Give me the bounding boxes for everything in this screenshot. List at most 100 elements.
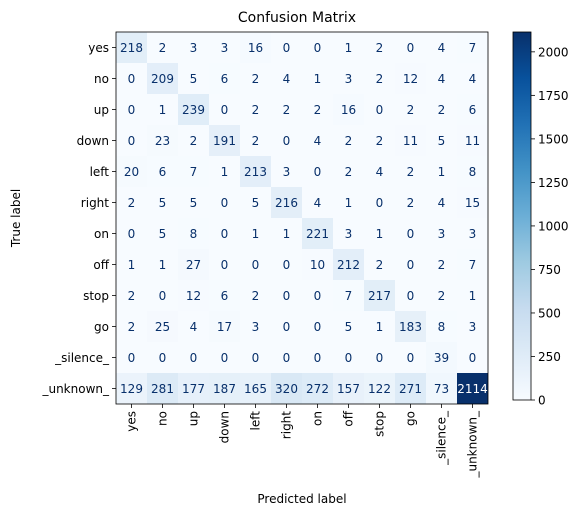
heatmap-cell — [116, 94, 147, 125]
cell-value-label: 8 — [190, 227, 198, 241]
cell-value-label: 1 — [252, 227, 260, 241]
cell-value-label: 3 — [438, 227, 446, 241]
heatmap-cell — [302, 63, 333, 94]
heatmap-cell — [333, 63, 364, 94]
heatmap-cell — [426, 187, 457, 218]
heatmap-cell — [395, 373, 426, 404]
heatmap-cell — [395, 156, 426, 187]
colorbar-tick-label: 1000 — [538, 219, 569, 233]
cell-value-label: 2 — [345, 165, 353, 179]
cell-value-label: 6 — [159, 165, 167, 179]
x-tick-label: yes — [125, 411, 139, 432]
cell-value-label: 165 — [244, 382, 267, 396]
cell-value-label: 2 — [252, 289, 260, 303]
heatmap-cell — [116, 342, 147, 373]
heatmap-cell — [426, 125, 457, 156]
heatmap-cell — [178, 94, 209, 125]
heatmap-cell — [395, 32, 426, 63]
heatmap-cell — [457, 249, 488, 280]
cell-value-label: 23 — [155, 134, 170, 148]
cell-value-label: 25 — [155, 320, 170, 334]
cell-value-label: 0 — [283, 320, 291, 334]
cell-value-label: 4 — [283, 72, 291, 86]
heatmap-cell — [178, 63, 209, 94]
x-tick-label: go — [404, 411, 418, 426]
heatmap-cell — [333, 249, 364, 280]
cell-value-label: 4 — [438, 196, 446, 210]
cell-value-label: 7 — [469, 41, 477, 55]
cell-value-label: 1 — [376, 227, 384, 241]
cell-value-label: 16 — [248, 41, 263, 55]
heatmap-cell — [240, 373, 271, 404]
cell-value-label: 122 — [368, 382, 391, 396]
cell-value-label: 0 — [407, 258, 415, 272]
cell-value-label: 3 — [190, 41, 198, 55]
cell-value-label: 2 — [252, 72, 260, 86]
heatmap-cell — [147, 156, 178, 187]
heatmap-cell — [457, 280, 488, 311]
cell-value-label: 1 — [221, 165, 229, 179]
cell-value-label: 221 — [306, 227, 329, 241]
cell-value-label: 0 — [221, 351, 229, 365]
heatmap-cell — [333, 187, 364, 218]
cell-value-label: 0 — [159, 289, 167, 303]
cell-value-label: 1 — [159, 258, 167, 272]
cell-value-label: 6 — [221, 72, 229, 86]
heatmap-cell-labels: 218 2 3 3 16 0 0 1 2 0 4 70 209 5 6 2 4 1 3 2 12 4 40 1 239 0 2 2 2 1… — [120, 41, 488, 396]
colorbar-tick-label: 1500 — [538, 132, 569, 146]
heatmap-cell — [116, 63, 147, 94]
heatmap-cell — [271, 249, 302, 280]
cell-value-label: 1 — [159, 103, 167, 117]
heatmap-cell — [426, 311, 457, 342]
x-tick-label: down — [218, 411, 232, 443]
heatmap-cell — [271, 63, 302, 94]
heatmap-cell — [240, 125, 271, 156]
cell-value-label: 11 — [403, 134, 418, 148]
cell-value-label: 213 — [244, 165, 267, 179]
heatmap-cell — [333, 342, 364, 373]
heatmap-cell — [457, 156, 488, 187]
cell-value-label: 0 — [283, 134, 291, 148]
heatmap-cell — [364, 187, 395, 218]
y-tick-label: up — [94, 103, 109, 117]
heatmap-cell — [209, 342, 240, 373]
heatmap-cell — [364, 311, 395, 342]
heatmap-cell — [364, 218, 395, 249]
cell-value-label: 2 — [128, 320, 136, 334]
cell-value-label: 0 — [128, 72, 136, 86]
heatmap-cell — [333, 32, 364, 63]
cell-value-label: 157 — [337, 382, 360, 396]
cell-value-label: 73 — [434, 382, 449, 396]
heatmap-cell — [364, 94, 395, 125]
heatmap-cell — [147, 125, 178, 156]
heatmap-cell — [271, 32, 302, 63]
heatmap-cell — [302, 280, 333, 311]
cell-value-label: 177 — [182, 382, 205, 396]
heatmap-cell — [147, 280, 178, 311]
cell-value-label: 2 — [128, 196, 136, 210]
cell-value-label: 4 — [314, 134, 322, 148]
heatmap-cell — [271, 342, 302, 373]
cell-value-label: 2 — [345, 134, 353, 148]
heatmap-cell — [302, 249, 333, 280]
cell-value-label: 2114 — [457, 382, 488, 396]
heatmap-cell — [302, 94, 333, 125]
heatmap-cell — [116, 249, 147, 280]
cell-value-label: 15 — [465, 196, 480, 210]
cell-value-label: 1 — [345, 196, 353, 210]
cell-value-label: 5 — [190, 196, 198, 210]
x-axis-label: Predicted label — [257, 492, 346, 506]
cell-value-label: 271 — [399, 382, 422, 396]
heatmap-cell — [147, 311, 178, 342]
cell-value-label: 2 — [438, 258, 446, 272]
heatmap-cell — [302, 218, 333, 249]
heatmap-cell — [426, 94, 457, 125]
heatmap-cell — [395, 187, 426, 218]
colorbar-tick-label: 1750 — [538, 89, 569, 103]
y-tick-label: on — [94, 227, 109, 241]
cell-value-label: 2 — [376, 134, 384, 148]
cell-value-label: 0 — [407, 227, 415, 241]
heatmap-cell — [302, 342, 333, 373]
y-tick-label: _unknown_ — [41, 382, 110, 396]
